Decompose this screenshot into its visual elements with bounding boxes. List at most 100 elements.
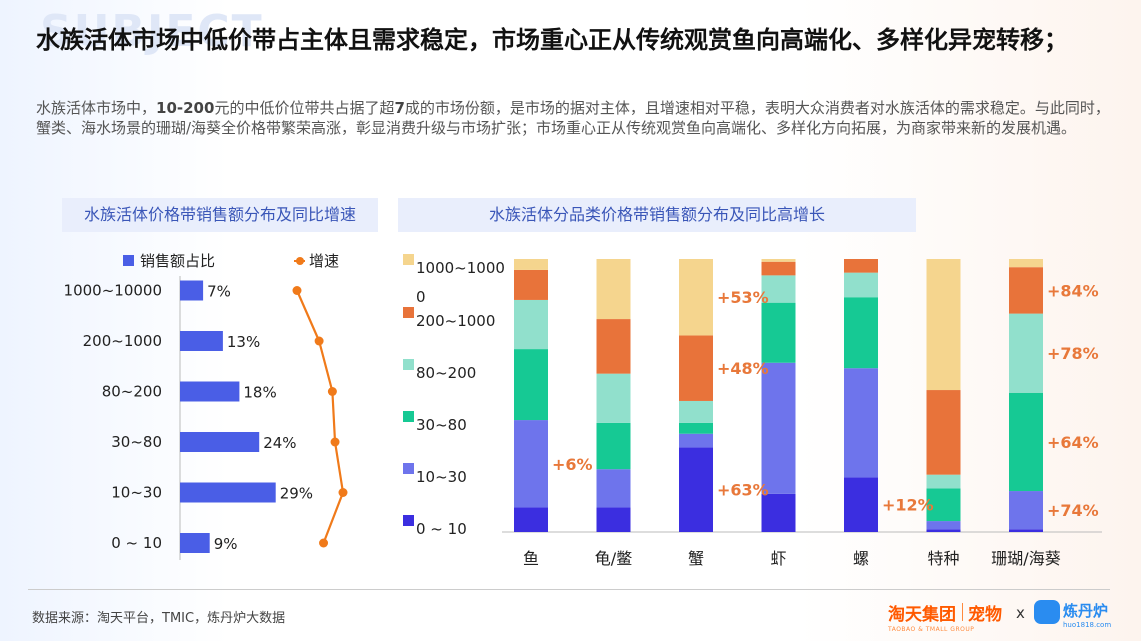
stacked-segment (679, 335, 713, 401)
legend-swatch (403, 359, 414, 370)
stacked-segment (596, 422, 631, 470)
left-category-label: 10~30 (111, 484, 162, 502)
logo-x: x (1016, 604, 1025, 622)
right-category-label: 鱼 (523, 549, 539, 568)
stacked-segment (761, 302, 796, 363)
growth-annotation: +12% (882, 496, 934, 515)
desc-part-2: 元的中低价位带共占据了超 (214, 99, 395, 117)
stacked-segment (514, 269, 548, 300)
left-bar-value-label: 7% (207, 283, 231, 301)
stacked-segment (1009, 529, 1043, 532)
left-bar (180, 280, 204, 301)
legend-bar-label: 销售额占比 (140, 252, 215, 270)
left-bar-value-label: 18% (243, 384, 276, 402)
watermark-text: SUBJECT (40, 6, 264, 57)
stacked-segment (679, 259, 713, 336)
right-category-label: 虾 (770, 549, 786, 568)
left-bar-value-label: 9% (214, 535, 238, 553)
desc-part-3: 成的市场份额，是市场的据对主体，且增速相对平稳，表明大众消费者对水族活体的需求稳… (36, 99, 1110, 137)
stacked-segment (844, 272, 878, 298)
growth-annotation: +84% (1047, 281, 1099, 300)
desc-bold-1: 10-200 (156, 99, 215, 117)
legend-swatch (403, 307, 414, 318)
legend-label: 10~30 (416, 468, 467, 486)
footer-divider (28, 589, 1110, 590)
growth-annotation: +63% (717, 481, 769, 500)
growth-point (327, 387, 337, 396)
legend-label: 1000~1000 (416, 259, 505, 277)
legend-label: 0 ~ 10 (416, 520, 467, 538)
legend-line-label: 增速 (309, 252, 339, 270)
liandanlu-logo-text: 炼丹炉 (1063, 602, 1109, 620)
legend-label: 0 (416, 288, 426, 306)
legend-label: 30~80 (416, 416, 467, 434)
price-band-chart: 销售额占比 增速 1000~10000 7% 200~1000 13% 80~200 18… (64, 252, 348, 560)
growth-point (330, 437, 340, 447)
growth-annotation: +53% (717, 288, 769, 307)
left-category-label: 0 ~ 10 (111, 534, 162, 552)
stacked-segment (514, 349, 548, 421)
taotian-logo: 淘天集团 TAOBAO & TMALL GROUP (888, 600, 974, 633)
legend-swatch (403, 411, 414, 422)
stacked-segment (926, 390, 961, 475)
stacked-segment (926, 259, 961, 391)
left-bar-value-label: 29% (280, 485, 313, 503)
stacked-segment (844, 477, 878, 532)
right-category-label: 特种 (927, 549, 959, 568)
growth-point (292, 286, 302, 295)
growth-annotation: +78% (1047, 344, 1099, 363)
category-stacked-chart: 1000~1000 0 200~1000 80~200 30~80 10~30 0 ~ 10… (403, 254, 1102, 568)
left-bar-value-label: 13% (227, 333, 260, 351)
legend-swatch (403, 463, 414, 474)
stacked-segment (1009, 259, 1043, 268)
stacked-segment (596, 319, 631, 374)
legend-label: 80~200 (416, 364, 476, 382)
stacked-segment (844, 297, 878, 369)
left-bar (180, 533, 210, 553)
stacked-segment (761, 261, 796, 276)
left-bar (180, 432, 260, 452)
taotian-logo-text: 淘天集团 (888, 605, 956, 625)
stacked-segment (679, 433, 713, 448)
growth-annotation: +6% (552, 455, 593, 474)
right-category-label: 龟/鳖 (595, 549, 632, 568)
growth-point (314, 336, 324, 346)
stacked-segment (761, 275, 796, 303)
left-category-label: 80~200 (102, 383, 162, 401)
stacked-segment (596, 259, 631, 320)
right-category-label: 螺 (853, 549, 869, 568)
stacked-segment (514, 259, 548, 270)
legend-line-marker (296, 257, 304, 265)
right-category-label: 珊瑚/海葵 (991, 549, 1060, 568)
legend-bar-swatch (123, 255, 134, 266)
desc-part-1: 水族活体市场中， (36, 99, 157, 117)
logo-separator (962, 603, 963, 621)
stacked-segment (761, 362, 796, 494)
stacked-segment (844, 368, 878, 478)
stacked-segment (1009, 491, 1043, 530)
left-bar (180, 482, 276, 503)
stacked-segment (514, 420, 548, 508)
stacked-segment (926, 474, 961, 489)
left-bar-value-label: 24% (263, 434, 296, 452)
page-title: 水族活体市场中低价带占主体且需求稳定，市场重心正从传统观赏鱼向高端化、多样化异宠… (36, 26, 1068, 54)
stacked-segment (844, 259, 878, 273)
stacked-segment (1009, 392, 1043, 492)
growth-point (338, 488, 348, 497)
liandanlu-logo-sub: huo1818.com (1063, 621, 1112, 629)
stacked-segment (514, 507, 548, 532)
left-bar (180, 331, 223, 351)
legend-label: 200~1000 (416, 312, 495, 330)
stacked-segment (596, 373, 631, 423)
legend-swatch (403, 515, 414, 526)
stacked-segment (1009, 267, 1043, 314)
stacked-segment (761, 493, 796, 532)
stacked-segment (926, 521, 961, 530)
legend-swatch (403, 254, 414, 265)
stacked-segment (679, 447, 713, 532)
stacked-segment (926, 529, 961, 532)
stacked-segment (596, 507, 631, 532)
growth-annotation: +64% (1047, 433, 1099, 452)
growth-annotation: +48% (717, 359, 769, 378)
desc-bold-2: 7 (394, 99, 405, 117)
